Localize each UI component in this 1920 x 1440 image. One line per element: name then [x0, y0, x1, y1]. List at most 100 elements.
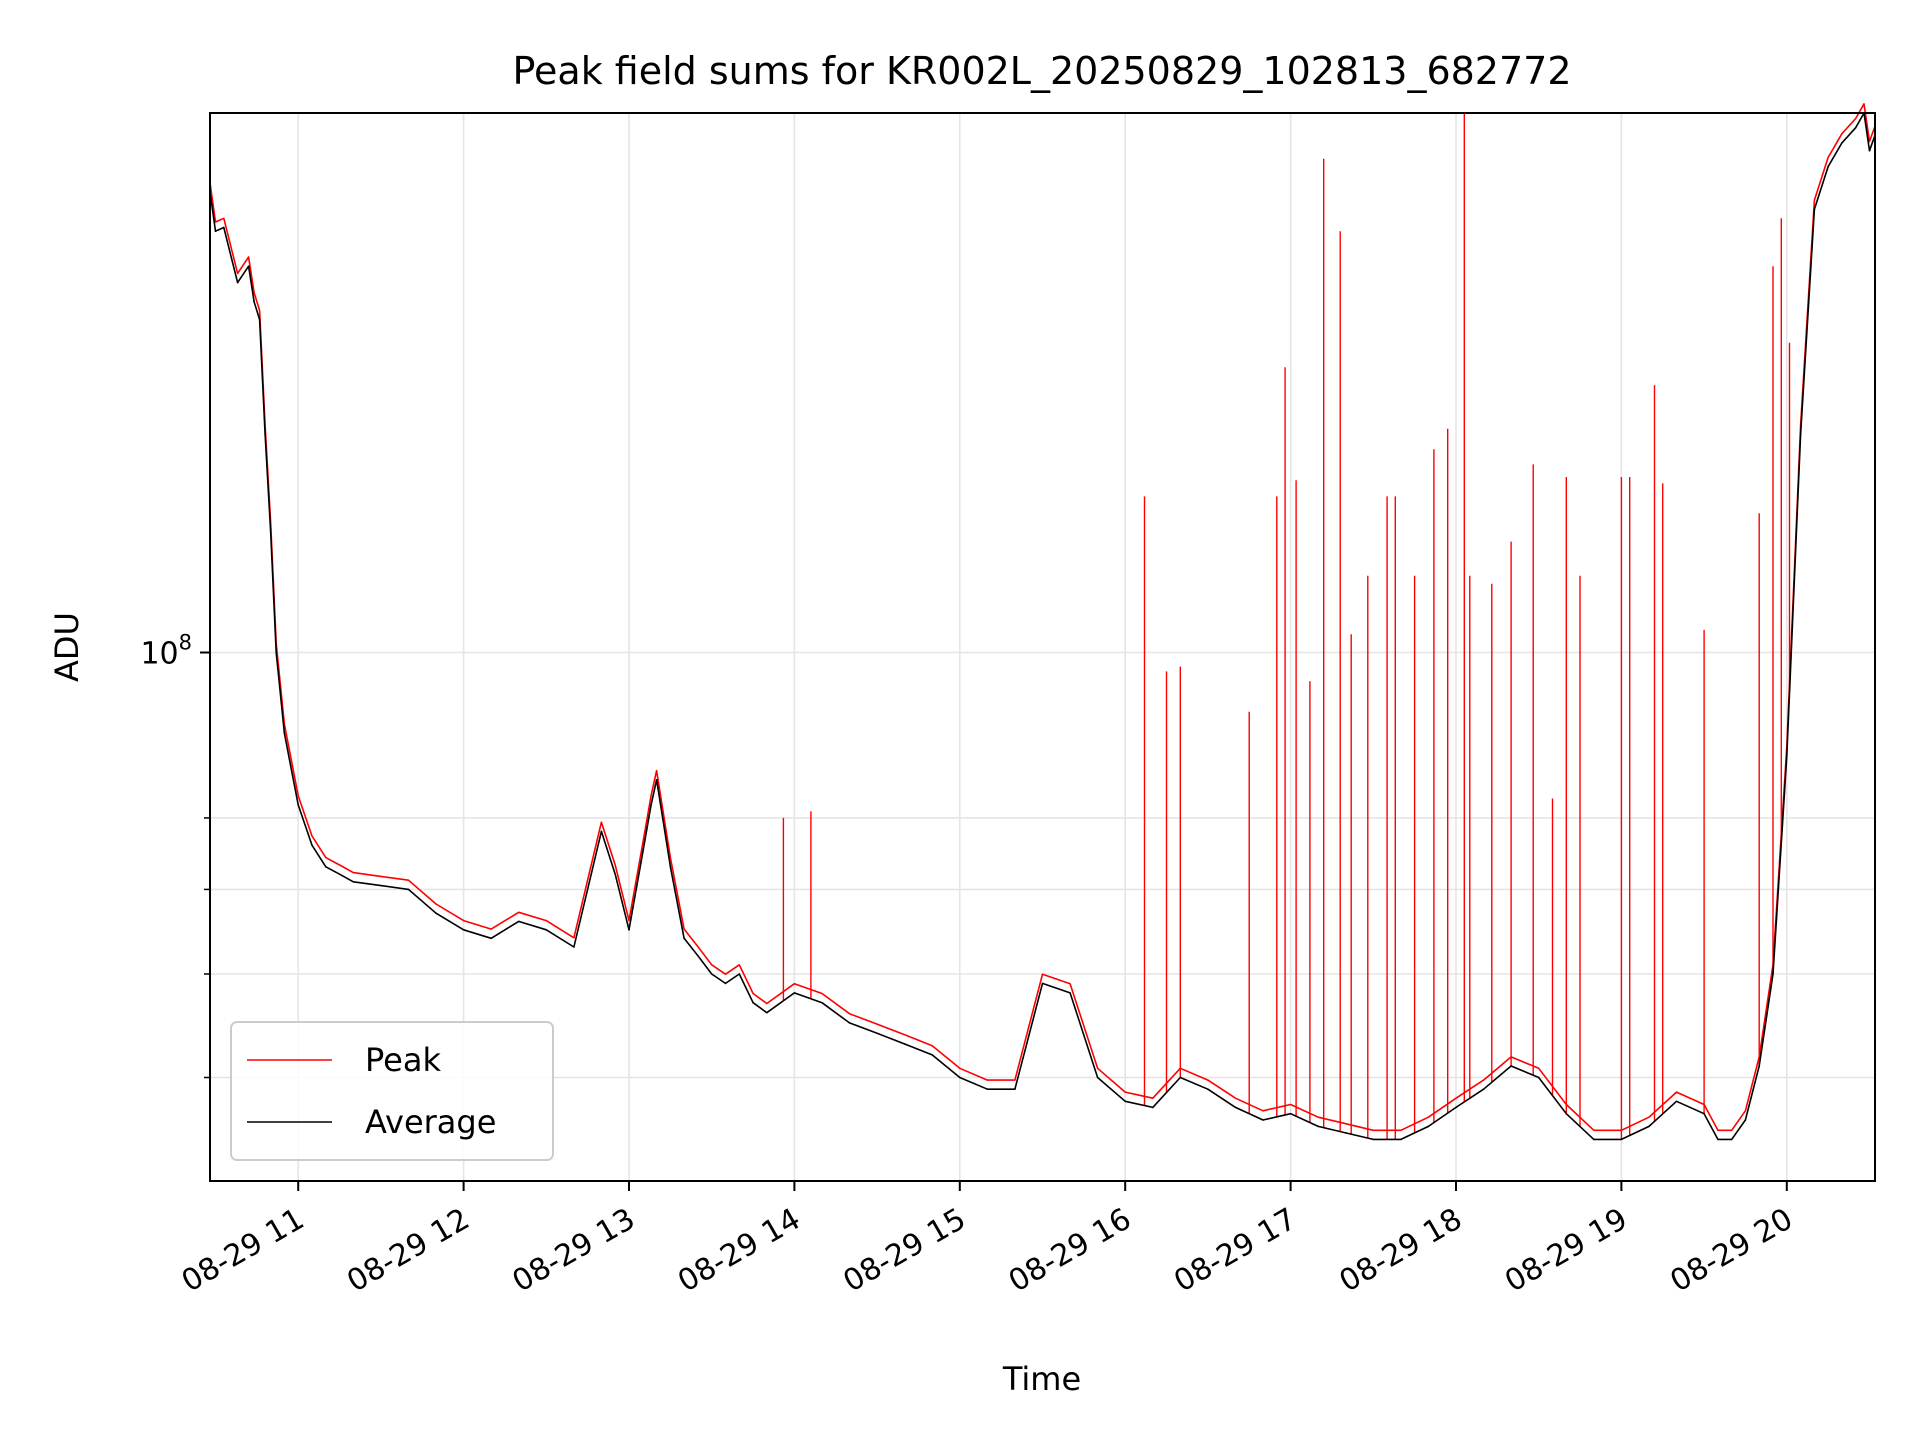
- average-point: [435, 912, 437, 914]
- chart-title: Peak field sums for KR002L_20250829_1028…: [512, 49, 1571, 93]
- average-point: [223, 226, 225, 229]
- x-axis: 08-29 11 08-29 12 08-29 13 08-29 14 08-29 15…: [176, 1181, 1799, 1299]
- average-point: [642, 851, 644, 854]
- average-point: [1179, 1076, 1182, 1079]
- average-point: [517, 920, 520, 923]
- average-point: [1537, 1076, 1540, 1079]
- legend-label-average: Average: [365, 1103, 496, 1141]
- average-point: [258, 318, 261, 321]
- average-point: [1854, 126, 1857, 129]
- average-point: [1427, 1125, 1430, 1128]
- series-line-average: [209, 112, 1876, 1141]
- average-point: [1262, 1119, 1264, 1121]
- x-tick-label-08-29-16: 08-29 16: [1003, 1202, 1137, 1300]
- average-point: [1744, 1119, 1747, 1121]
- x-tick-label-08-29-20: 08-29 20: [1664, 1202, 1798, 1300]
- average-point: [573, 946, 575, 948]
- x-tick-label-08-29-11: 08-29 11: [176, 1202, 310, 1300]
- plot-frame: [209, 112, 1876, 1182]
- average-point: [986, 1088, 989, 1090]
- average-point: [710, 973, 713, 975]
- average-point: [275, 651, 278, 654]
- average-point: [545, 929, 548, 931]
- x-tick-label-08-29-15: 08-29 15: [837, 1202, 971, 1300]
- average-point: [931, 1054, 933, 1056]
- average-point: [650, 804, 652, 806]
- average-point: [264, 433, 266, 436]
- average-point: [325, 866, 327, 868]
- average-point: [848, 1022, 851, 1024]
- average-point: [876, 1032, 878, 1035]
- average-point: [1289, 1112, 1292, 1115]
- average-point: [628, 929, 630, 931]
- average-point: [1124, 1100, 1126, 1103]
- x-tick-label-08-29-14: 08-29 14: [672, 1202, 806, 1300]
- series-line-peak: [209, 103, 1876, 1132]
- average-point: [1041, 982, 1044, 985]
- average-point: [1400, 1138, 1402, 1141]
- x-tick-label-08-29-17: 08-29 17: [1168, 1202, 1302, 1300]
- average-point: [697, 955, 699, 957]
- average-point: [352, 881, 355, 883]
- average-point: [490, 937, 493, 940]
- legend-label-peak: Peak: [365, 1041, 441, 1079]
- average-point: [1758, 1065, 1760, 1067]
- average-point: [311, 844, 313, 846]
- average-point: [903, 1043, 906, 1045]
- average-point: [1565, 1112, 1568, 1115]
- average-point: [1344, 1132, 1347, 1134]
- x-tick-label-08-29-13: 08-29 13: [507, 1202, 641, 1300]
- average-point: [1786, 755, 1788, 757]
- average-point: [247, 265, 250, 268]
- average-point: [1730, 1138, 1733, 1141]
- x-tick-label-08-29-18: 08-29 18: [1334, 1202, 1468, 1300]
- average-point: [269, 530, 272, 532]
- x-tick-label-08-29-12: 08-29 12: [341, 1202, 475, 1300]
- average-point: [1317, 1125, 1319, 1128]
- average-point: [253, 301, 255, 303]
- average-point: [1772, 973, 1774, 975]
- average-point: [462, 929, 465, 931]
- average-point: [407, 888, 410, 891]
- average-point: [1841, 142, 1843, 144]
- average-point: [738, 973, 741, 975]
- average-point: [380, 884, 382, 887]
- y-tick-label: 108: [140, 631, 192, 672]
- x-axis-title: Time: [1002, 1360, 1081, 1398]
- average-point: [1593, 1138, 1595, 1141]
- average-point: [1799, 433, 1802, 436]
- x-tick-label-08-29-19: 08-29 19: [1499, 1202, 1633, 1300]
- average-point: [1234, 1106, 1237, 1109]
- average-point: [1675, 1100, 1678, 1103]
- average-point: [669, 866, 672, 868]
- average-point: [600, 830, 603, 833]
- average-point: [766, 1011, 768, 1014]
- average-point: [1868, 149, 1871, 152]
- average-point: [214, 230, 217, 232]
- average-point: [1510, 1065, 1512, 1067]
- average-point: [1069, 992, 1071, 994]
- average-point: [1096, 1076, 1099, 1079]
- average-point: [959, 1076, 961, 1079]
- average-point: [614, 873, 616, 875]
- average-point: [1372, 1138, 1375, 1141]
- average-point: [1827, 165, 1829, 168]
- average-point: [655, 779, 658, 781]
- y-axis-title: ADU: [48, 612, 86, 682]
- average-point: [1813, 208, 1816, 211]
- legend-box: [230, 1021, 554, 1161]
- average-point: [683, 937, 685, 940]
- average-point: [283, 732, 286, 735]
- average-point: [338, 873, 341, 875]
- y-axis: 108: [140, 631, 210, 1079]
- average-point: [1703, 1112, 1705, 1115]
- average-point: [236, 281, 239, 284]
- average-point: [1152, 1106, 1154, 1109]
- average-point: [1482, 1088, 1485, 1090]
- average-point: [1717, 1138, 1719, 1141]
- average-point: [297, 804, 300, 806]
- average-point: [1620, 1138, 1623, 1141]
- average-point: [1648, 1125, 1650, 1128]
- legend: Peak Average: [230, 1021, 554, 1161]
